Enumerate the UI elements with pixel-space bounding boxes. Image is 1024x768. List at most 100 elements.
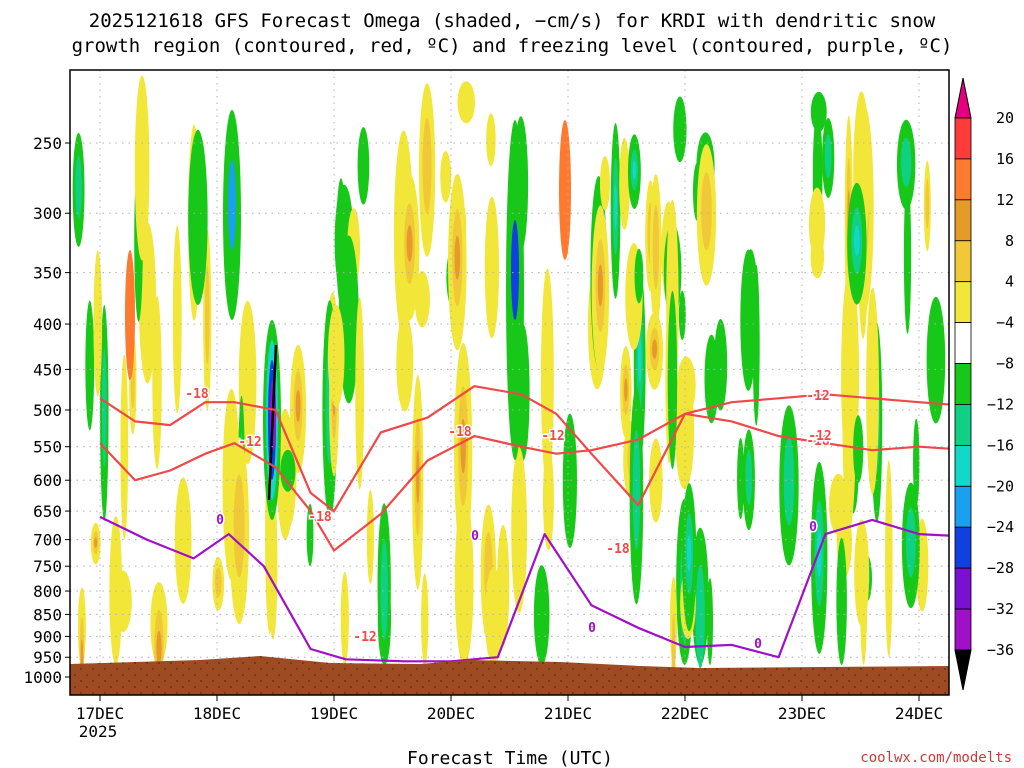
x-tick-label: 19DEC — [310, 704, 358, 723]
omega-streak-warm — [484, 196, 500, 339]
colorbar-band — [954, 199, 972, 242]
omega-core — [156, 630, 162, 666]
contour-label-dgz: -18 — [806, 434, 830, 449]
omega-streak-cool — [562, 413, 577, 549]
colorbar-label: −20 — [987, 477, 1014, 495]
contour-label-dgz: -18 — [448, 425, 472, 440]
y-tick-label: 600 — [33, 471, 62, 490]
colorbar-label: 16 — [996, 150, 1014, 168]
contour-label-dgz: -12 — [353, 630, 376, 645]
omega-streak-cool — [667, 290, 678, 470]
colorbar-bottom-arrow — [954, 649, 972, 691]
omega-core — [422, 117, 432, 214]
chart-title-line1: 2025121618 GFS Forecast Omega (shaded, −… — [89, 10, 936, 32]
omega-streak-cool — [836, 537, 847, 665]
contour-minus18 — [99, 385, 949, 513]
colorbar-top-arrow — [954, 77, 972, 119]
omega-core — [597, 264, 604, 307]
omega-core — [101, 348, 107, 467]
omega-core — [624, 378, 628, 402]
y-tick-label: 800 — [33, 582, 62, 601]
omega-streak-cool — [714, 319, 728, 411]
omega-streak-warm — [120, 354, 129, 540]
colorbar-band — [954, 567, 972, 610]
omega-streak-cool — [634, 248, 644, 304]
omega-streak-cool — [678, 290, 686, 341]
omega-streak-warm — [842, 316, 856, 530]
omega-core — [94, 537, 98, 548]
omega-streak-warm — [421, 573, 429, 666]
contour-label-freezing: 0 — [754, 637, 762, 652]
x-tick-label: 18DEC — [193, 704, 241, 723]
colorbar-band — [954, 281, 972, 324]
x-tick-label: 21DEC — [544, 704, 592, 723]
omega-streak-warm — [484, 567, 503, 665]
omega-core — [215, 567, 222, 597]
omega-streak-warm — [511, 447, 528, 613]
y-tick-label: 450 — [33, 360, 62, 379]
y-tick-label: 300 — [33, 204, 62, 223]
omega-core — [745, 449, 753, 505]
omega-core — [233, 474, 245, 578]
x-tick-label: 20DEC — [427, 704, 475, 723]
omega-streak-warm — [174, 477, 192, 604]
omega-streak-warm — [486, 113, 496, 166]
omega-streak-warm — [366, 489, 374, 585]
omega-streak-warm — [114, 570, 132, 633]
contours — [99, 385, 949, 663]
colorbar-band — [954, 608, 972, 651]
omega-core — [853, 225, 860, 256]
colorbar-band — [954, 117, 972, 160]
grid — [70, 70, 949, 695]
chart-title-line2: growth region (contoured, red, ºC) and f… — [72, 35, 953, 57]
omega-max-core — [267, 344, 278, 501]
colorbar-band — [954, 363, 972, 405]
omega-streak-warm — [93, 250, 103, 397]
omega-streak-warm — [152, 296, 162, 469]
colorbar-label: 20 — [996, 109, 1014, 127]
omega-core — [416, 450, 420, 504]
plot-frame — [69, 69, 950, 696]
omega-core — [925, 178, 930, 229]
y-tick-label: 400 — [33, 315, 62, 334]
colorbar-label: 4 — [1005, 273, 1014, 291]
omega-streak-warm — [457, 81, 476, 124]
omega-streak-cool — [85, 300, 95, 431]
omega-streak-warm — [172, 225, 182, 414]
colorbar-label: −12 — [987, 395, 1014, 413]
x-axis-label: Forecast Time (UTC) — [407, 748, 613, 768]
omega-streak-warm — [540, 268, 554, 488]
x-year-label: 2025 — [79, 722, 118, 741]
omega-streak-warm — [866, 287, 879, 495]
contour-label-freezing: 0 — [471, 529, 479, 544]
omega-streak-warm — [542, 446, 554, 551]
colorbar-label: 12 — [996, 191, 1014, 209]
colorbar-label: −36 — [987, 641, 1014, 659]
contour-label-dgz: -18 — [606, 542, 630, 557]
omega-streak-cool — [336, 178, 346, 306]
omega-streak-cool — [810, 91, 827, 133]
omega-streak-warm — [396, 313, 414, 412]
omega-core — [695, 565, 705, 669]
omega-streak-warm — [414, 271, 430, 328]
omega-core — [205, 265, 210, 365]
y-axis: 250 300 350 400 450 500 550 600 650 700 750 800 850 9… — [23, 134, 70, 687]
omega-streak-warm — [619, 137, 630, 230]
y-tick-label: 900 — [33, 627, 62, 646]
omega-streak-cool — [280, 449, 296, 492]
omega-feature — [125, 250, 135, 380]
contour-label-freezing: 0 — [216, 513, 224, 528]
colorbar-label: 8 — [1005, 232, 1014, 250]
omega-streak-warm — [675, 373, 695, 490]
omega-streak-warm — [340, 571, 349, 665]
colorbar-band — [954, 404, 972, 446]
omega-streak-cool — [737, 437, 745, 520]
omega-streak-warm — [355, 297, 365, 490]
omega-core — [614, 184, 617, 229]
contour-label-freezing: 0 — [588, 621, 596, 636]
watermark: coolwx.com/modelts — [860, 750, 1012, 766]
contour-label-dgz: -12 — [806, 389, 829, 404]
contour-label-dgz: -12 — [238, 435, 261, 450]
